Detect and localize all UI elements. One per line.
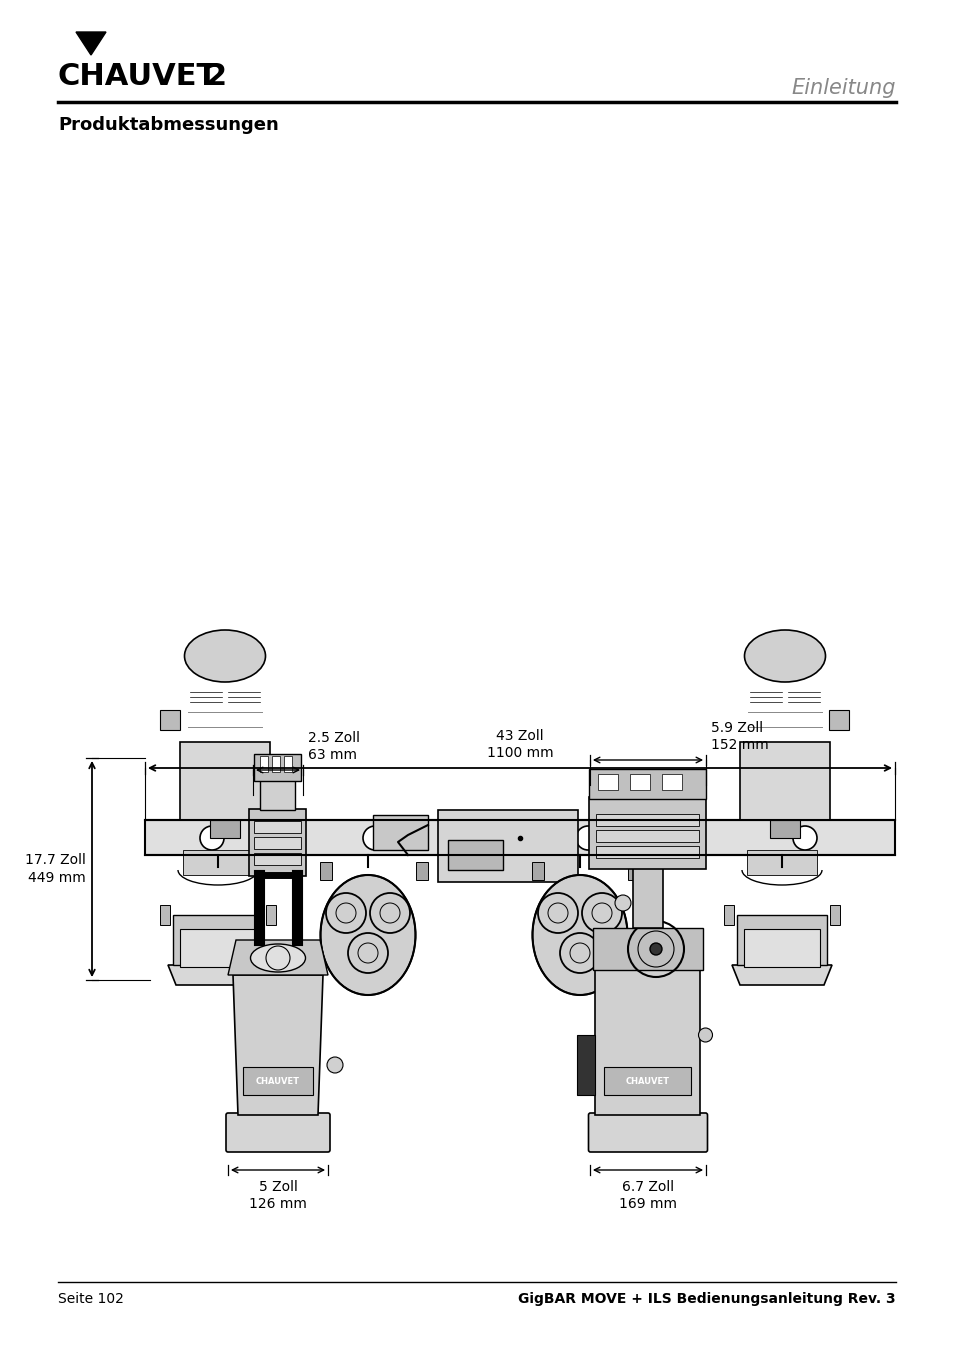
- Bar: [254, 821, 301, 833]
- Circle shape: [327, 1057, 343, 1073]
- FancyBboxPatch shape: [254, 755, 301, 782]
- Bar: [260, 780, 295, 810]
- Bar: [746, 850, 816, 875]
- Text: 2: 2: [206, 62, 227, 90]
- Bar: [596, 830, 699, 842]
- Text: 6.7 Zoll
169 mm: 6.7 Zoll 169 mm: [618, 1180, 677, 1211]
- Ellipse shape: [320, 875, 416, 995]
- Bar: [319, 863, 332, 880]
- Bar: [437, 810, 578, 882]
- Ellipse shape: [743, 630, 824, 682]
- Bar: [273, 756, 280, 772]
- Bar: [160, 904, 170, 925]
- Polygon shape: [76, 32, 106, 55]
- Text: 5.9 Zoll
152 mm: 5.9 Zoll 152 mm: [710, 721, 768, 752]
- FancyBboxPatch shape: [589, 769, 706, 799]
- Bar: [373, 815, 428, 850]
- Bar: [183, 850, 253, 875]
- Ellipse shape: [532, 875, 627, 995]
- Polygon shape: [228, 940, 328, 975]
- Bar: [180, 929, 255, 967]
- Bar: [416, 863, 428, 880]
- Text: 2.5 Zoll
63 mm: 2.5 Zoll 63 mm: [308, 730, 359, 761]
- Bar: [532, 863, 543, 880]
- Circle shape: [698, 1027, 712, 1042]
- FancyBboxPatch shape: [588, 1112, 707, 1152]
- Bar: [577, 1035, 595, 1095]
- Text: Einleitung: Einleitung: [791, 78, 895, 99]
- Bar: [596, 846, 699, 859]
- Bar: [210, 819, 240, 838]
- Bar: [627, 863, 639, 880]
- Circle shape: [649, 944, 661, 954]
- Circle shape: [576, 826, 599, 850]
- Bar: [172, 915, 263, 965]
- Bar: [266, 904, 275, 925]
- Bar: [254, 853, 301, 865]
- Circle shape: [363, 826, 387, 850]
- Circle shape: [792, 826, 816, 850]
- Bar: [284, 756, 293, 772]
- Bar: [254, 837, 301, 849]
- Bar: [633, 868, 662, 927]
- Polygon shape: [233, 975, 323, 1115]
- FancyBboxPatch shape: [595, 971, 700, 1115]
- Text: 5 Zoll
126 mm: 5 Zoll 126 mm: [249, 1180, 307, 1211]
- Bar: [598, 774, 618, 790]
- Ellipse shape: [184, 630, 265, 682]
- Bar: [828, 710, 848, 730]
- FancyBboxPatch shape: [593, 927, 702, 971]
- FancyBboxPatch shape: [589, 796, 706, 869]
- Bar: [737, 915, 826, 965]
- Bar: [260, 756, 268, 772]
- Polygon shape: [168, 965, 268, 986]
- Polygon shape: [731, 965, 831, 986]
- Text: GigBAR MOVE + ILS Bedienungsanleitung Rev. 3: GigBAR MOVE + ILS Bedienungsanleitung Re…: [517, 1292, 895, 1305]
- Text: Produktabmessungen: Produktabmessungen: [58, 116, 278, 134]
- Bar: [743, 929, 820, 967]
- Ellipse shape: [251, 944, 305, 972]
- Bar: [723, 904, 733, 925]
- Text: CHAUVET: CHAUVET: [625, 1076, 669, 1085]
- FancyBboxPatch shape: [226, 1112, 330, 1152]
- Bar: [630, 774, 650, 790]
- Text: 43 Zoll
1100 mm: 43 Zoll 1100 mm: [486, 729, 553, 760]
- Bar: [145, 819, 894, 855]
- Text: Seite 102: Seite 102: [58, 1292, 124, 1305]
- Bar: [661, 774, 681, 790]
- Circle shape: [200, 826, 224, 850]
- Bar: [243, 1066, 313, 1095]
- Circle shape: [615, 895, 630, 911]
- FancyBboxPatch shape: [180, 743, 270, 819]
- Bar: [160, 710, 180, 730]
- Bar: [604, 1066, 691, 1095]
- FancyBboxPatch shape: [740, 743, 829, 819]
- Text: CHAUVET: CHAUVET: [58, 62, 218, 90]
- Bar: [769, 819, 800, 838]
- Bar: [829, 904, 840, 925]
- Bar: [448, 840, 502, 869]
- Bar: [596, 814, 699, 826]
- Text: 17.7 Zoll
449 mm: 17.7 Zoll 449 mm: [25, 853, 86, 884]
- Text: CHAUVET: CHAUVET: [255, 1076, 299, 1085]
- FancyBboxPatch shape: [250, 809, 306, 876]
